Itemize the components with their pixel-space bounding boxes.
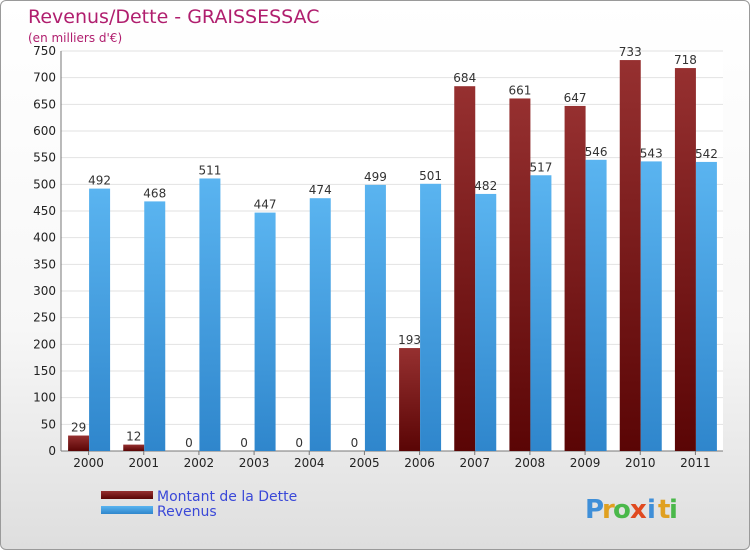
- chart-title: Revenus/Dette - GRAISSESSAC: [28, 6, 320, 28]
- bar-revenus: [199, 178, 221, 451]
- bar-revenus: [695, 161, 717, 451]
- x-tick-label: 2011: [680, 456, 711, 470]
- proxiti-logo: Pro x i ti: [585, 495, 678, 525]
- data-label-revenus: 499: [364, 170, 387, 184]
- y-tick-label: 550: [33, 151, 56, 165]
- x-tick-label: 2005: [349, 456, 380, 470]
- data-label-dette: 0: [295, 436, 303, 450]
- data-label-dette: 12: [126, 430, 141, 444]
- x-tick-label: 2008: [515, 456, 546, 470]
- x-tick-label: 2009: [570, 456, 601, 470]
- y-tick-label: 100: [33, 391, 56, 405]
- y-tick-label: 50: [41, 417, 56, 431]
- data-label-dette: 718: [674, 53, 697, 67]
- y-tick-label: 750: [33, 44, 56, 58]
- bar-dette: [564, 105, 586, 451]
- x-tick-label: 2006: [404, 456, 435, 470]
- data-label-revenus: 501: [419, 169, 442, 183]
- bar-revenus: [420, 183, 442, 452]
- x-tick-label: 2001: [128, 456, 159, 470]
- y-tick-label: 200: [33, 337, 56, 351]
- bar-dette: [454, 86, 476, 451]
- bar-dette: [68, 435, 90, 451]
- legend-label-dette: Montant de la Dette: [157, 489, 297, 505]
- data-label-dette: 29: [71, 421, 86, 435]
- data-label-dette: 0: [185, 436, 193, 450]
- x-tick-label: 2007: [459, 456, 490, 470]
- y-tick-label: 400: [33, 231, 56, 245]
- data-label-revenus: 447: [254, 198, 277, 212]
- x-tick-label: 2002: [184, 456, 215, 470]
- x-tick-label: 2010: [625, 456, 656, 470]
- x-tick-label: 2004: [294, 456, 325, 470]
- legend-label-revenus: Revenus: [157, 504, 217, 520]
- x-tick-label: 2000: [73, 456, 104, 470]
- y-tick-label: 250: [33, 311, 56, 325]
- data-label-revenus: 482: [474, 179, 497, 193]
- y-tick-label: 700: [33, 71, 56, 85]
- data-label-dette: 733: [619, 45, 642, 59]
- logo-letter: i: [669, 495, 678, 525]
- data-label-revenus: 511: [198, 163, 221, 177]
- data-label-revenus: 546: [585, 145, 608, 159]
- plot-background: [61, 51, 723, 451]
- bar-dette: [619, 60, 641, 452]
- y-tick-label: 450: [33, 204, 56, 218]
- bar-dette: [509, 98, 531, 451]
- bar-revenus: [475, 193, 497, 451]
- data-label-dette: 0: [351, 436, 359, 450]
- data-label-revenus: 542: [695, 147, 718, 161]
- bar-revenus: [585, 159, 607, 452]
- x-tick-label: 2003: [239, 456, 270, 470]
- bar-dette: [674, 68, 696, 452]
- y-tick-label: 350: [33, 257, 56, 271]
- bar-revenus: [309, 198, 331, 451]
- bar-revenus: [89, 188, 111, 451]
- bar-revenus: [364, 184, 386, 451]
- data-label-revenus: 517: [529, 160, 552, 174]
- bar-revenus: [254, 212, 276, 451]
- legend-swatch-dette: [101, 491, 153, 499]
- data-label-revenus: 474: [309, 183, 332, 197]
- bar-dette: [399, 348, 421, 451]
- data-label-dette: 647: [564, 91, 587, 105]
- logo-letter: r: [602, 495, 615, 525]
- chart-subtitle: (en milliers d'€): [28, 31, 122, 45]
- y-tick-label: 650: [33, 97, 56, 111]
- data-label-revenus: 468: [143, 186, 166, 200]
- data-label-revenus: 492: [88, 174, 111, 188]
- data-label-dette: 661: [508, 83, 531, 97]
- data-label-dette: 193: [398, 333, 421, 347]
- y-tick-label: 500: [33, 177, 56, 191]
- data-label-dette: 684: [453, 71, 476, 85]
- data-label-revenus: 543: [640, 146, 663, 160]
- logo-letter: o: [613, 495, 631, 525]
- bar-dette: [123, 444, 145, 451]
- bar-revenus: [144, 201, 166, 451]
- data-label-dette: 0: [240, 436, 248, 450]
- plot-area: 0501001502002503003504004505005506006507…: [33, 44, 723, 470]
- y-tick-label: 300: [33, 284, 56, 298]
- logo-letter: P: [585, 495, 604, 525]
- bar-revenus: [530, 175, 552, 451]
- logo-letter: x: [630, 495, 647, 525]
- y-tick-label: 150: [33, 364, 56, 378]
- bar-revenus: [640, 161, 662, 451]
- y-tick-label: 0: [48, 444, 56, 458]
- logo-letter: i: [647, 495, 656, 525]
- logo-letter: t: [658, 495, 670, 525]
- y-tick-label: 600: [33, 124, 56, 138]
- legend-swatch-revenus: [101, 506, 153, 514]
